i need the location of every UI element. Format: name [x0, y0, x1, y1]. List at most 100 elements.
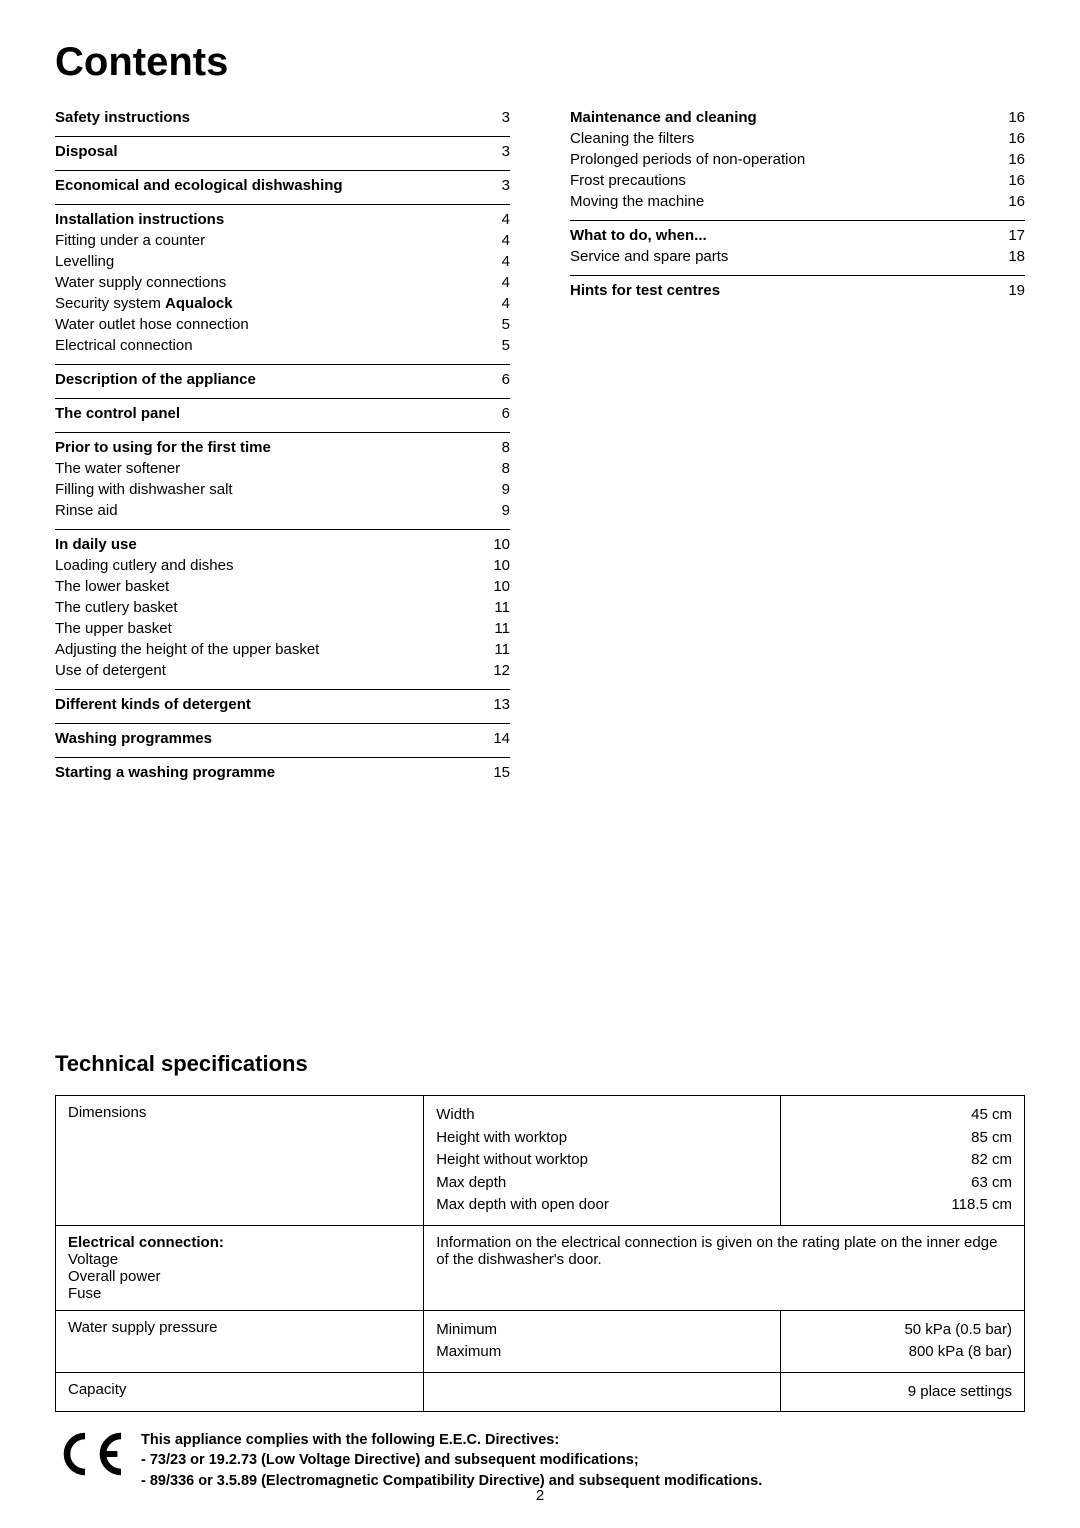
- toc-label: Starting a washing programme: [55, 762, 275, 783]
- toc-row: Electrical connection5: [55, 335, 510, 356]
- spec-value-cell: 45 cm85 cm82 cm63 cm118.5 cm: [781, 1096, 1025, 1226]
- toc-row: Moving the machine16: [570, 191, 1025, 212]
- spec-value-cell: 50 kPa (0.5 bar)800 kPa (8 bar): [781, 1310, 1025, 1372]
- toc-label: Water outlet hose connection: [55, 314, 249, 335]
- toc-page-number: 6: [502, 369, 510, 390]
- toc-row: Starting a washing programme 15: [55, 762, 510, 783]
- spec-label-cell: Electrical connection:VoltageOverall pow…: [56, 1225, 424, 1310]
- compliance-text: This appliance complies with the followi…: [141, 1430, 762, 1491]
- toc-label: Cleaning the filters: [570, 128, 694, 149]
- toc-page-number: 8: [502, 458, 510, 479]
- toc-page-number: 3: [502, 175, 510, 196]
- toc-label: Frost precautions: [570, 170, 686, 191]
- toc-row: Prior to using for the first time 8: [55, 437, 510, 458]
- toc-row: Description of the appliance6: [55, 369, 510, 390]
- spec-value-cell: MinimumMaximum: [424, 1310, 781, 1372]
- toc-row: Disposal3: [55, 141, 510, 162]
- toc-page-number: 11: [494, 639, 510, 660]
- toc-row: Rinse aid 9: [55, 500, 510, 521]
- toc-page-number: 10: [493, 534, 510, 555]
- toc-row: The cutlery basket 11: [55, 597, 510, 618]
- toc-section: Washing programmes 14: [55, 723, 510, 749]
- tech-spec-heading: Technical specifications: [55, 1051, 1025, 1077]
- toc-label: Prior to using for the first time: [55, 437, 271, 458]
- toc-section: Prior to using for the first time8The wa…: [55, 432, 510, 521]
- toc-page-number: 6: [502, 403, 510, 424]
- toc-row: Fitting under a counter 4: [55, 230, 510, 251]
- toc-row: The lower basket10: [55, 576, 510, 597]
- toc-page-number: 18: [1008, 246, 1025, 267]
- toc-page-number: 13: [493, 694, 510, 715]
- toc-page-number: 4: [502, 293, 510, 314]
- toc-row: The water softener 8: [55, 458, 510, 479]
- toc-label: The cutlery basket: [55, 597, 178, 618]
- toc-row: Water outlet hose connection 5: [55, 314, 510, 335]
- toc-page-number: 5: [502, 335, 510, 356]
- toc-label: Adjusting the height of the upper basket: [55, 639, 319, 660]
- toc-label: Filling with dishwasher salt: [55, 479, 233, 500]
- toc-page-number: 11: [494, 618, 510, 639]
- toc-page-number: 9: [502, 500, 510, 521]
- toc-row: Different kinds of detergent13: [55, 694, 510, 715]
- toc-page-number: 11: [494, 597, 510, 618]
- toc-row: Water supply connections4: [55, 272, 510, 293]
- table-of-contents: Safety instructions3Disposal3Economical …: [55, 107, 1025, 791]
- toc-label: Security system Aqualock: [55, 293, 233, 314]
- toc-page-number: 17: [1008, 225, 1025, 246]
- toc-page-number: 3: [502, 107, 510, 128]
- toc-page-number: 4: [502, 272, 510, 293]
- spec-value-cell: WidthHeight with worktopHeight without w…: [424, 1096, 781, 1226]
- toc-row: Use of detergent 12: [55, 660, 510, 681]
- toc-page-number: 10: [493, 576, 510, 597]
- toc-label: Disposal: [55, 141, 118, 162]
- compliance-block: This appliance complies with the followi…: [55, 1430, 1025, 1491]
- toc-label: Washing programmes: [55, 728, 212, 749]
- toc-label: Maintenance and cleaning: [570, 107, 757, 128]
- ce-mark-icon: [55, 1430, 127, 1483]
- toc-label: Moving the machine: [570, 191, 704, 212]
- toc-label: In daily use: [55, 534, 137, 555]
- toc-label: Rinse aid: [55, 500, 118, 521]
- toc-section: Description of the appliance6: [55, 364, 510, 390]
- toc-row: Service and spare parts18: [570, 246, 1025, 267]
- toc-label: Fitting under a counter: [55, 230, 205, 251]
- toc-section: Maintenance and cleaning 16 Cleaning the f…: [570, 107, 1025, 212]
- tech-spec-table: DimensionsWidthHeight with worktopHeight…: [55, 1095, 1025, 1412]
- toc-section: Installation instructions4Fitting under …: [55, 204, 510, 356]
- toc-page-number: 8: [502, 437, 510, 458]
- toc-page-number: 10: [493, 555, 510, 576]
- toc-row: Security system Aqualock 4: [55, 293, 510, 314]
- spec-value-cell: 9 place settings: [781, 1372, 1025, 1412]
- toc-row: What to do, when...17: [570, 225, 1025, 246]
- spec-value-cell: Information on the electrical connection…: [424, 1225, 1025, 1310]
- spec-label-cell: Capacity: [56, 1372, 424, 1412]
- page-number: 2: [0, 1487, 1080, 1504]
- toc-page-number: 16: [1008, 170, 1025, 191]
- toc-section: The control panel 6: [55, 398, 510, 424]
- toc-section: What to do, when...17Service and spare p…: [570, 220, 1025, 267]
- toc-label: Use of detergent: [55, 660, 166, 681]
- toc-label: The control panel: [55, 403, 180, 424]
- toc-page-number: 14: [493, 728, 510, 749]
- toc-page-number: 16: [1008, 107, 1025, 128]
- toc-page-number: 15: [493, 762, 510, 783]
- spec-label-cell: Water supply pressure: [56, 1310, 424, 1372]
- toc-page-number: 19: [1008, 280, 1025, 301]
- toc-section: Disposal3: [55, 136, 510, 162]
- table-row: Electrical connection:VoltageOverall pow…: [56, 1225, 1025, 1310]
- toc-page-number: 4: [502, 230, 510, 251]
- toc-section: Hints for test centres19: [570, 275, 1025, 301]
- toc-row: Installation instructions4: [55, 209, 510, 230]
- toc-section: In daily use10Loading cutlery and dishes…: [55, 529, 510, 681]
- toc-page-number: 9: [502, 479, 510, 500]
- spec-value-cell: [424, 1372, 781, 1412]
- toc-page-number: 12: [493, 660, 510, 681]
- toc-label: Economical and ecological dishwashing: [55, 175, 343, 196]
- toc-label: Levelling: [55, 251, 114, 272]
- toc-row: Frost precautions 16: [570, 170, 1025, 191]
- toc-label: The water softener: [55, 458, 180, 479]
- toc-row: Maintenance and cleaning 16: [570, 107, 1025, 128]
- manual-page: Contents Safety instructions3Disposal3Ec…: [0, 0, 1080, 1528]
- toc-section: Economical and ecological dishwashing 3: [55, 170, 510, 196]
- toc-page-number: 5: [502, 314, 510, 335]
